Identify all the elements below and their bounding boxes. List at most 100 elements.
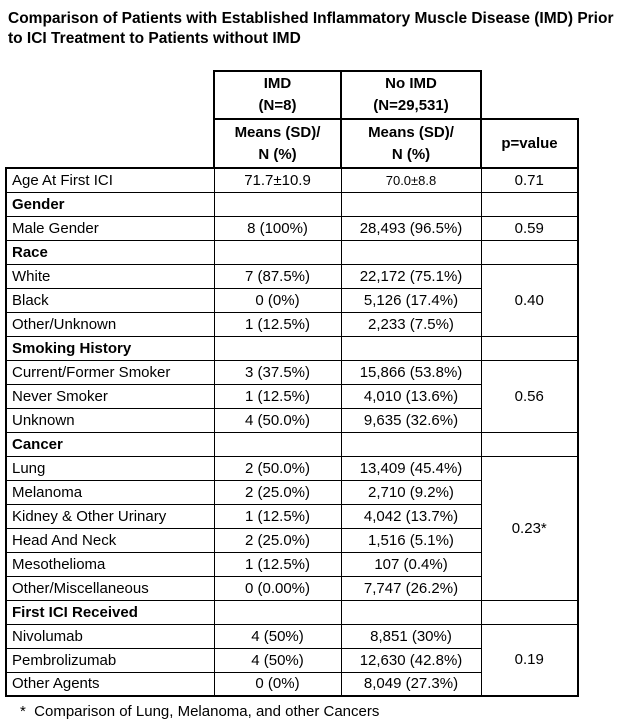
data-row: Male Gender 8 (100%) 28,493 (96.5%) 0.59: [5, 215, 579, 241]
noimd-value-cell: 13,409 (45.4%): [340, 455, 482, 481]
header-spacer-right: [481, 71, 578, 119]
row-label-cell: Age At First ICI: [5, 167, 215, 193]
imd-value-cell: [213, 335, 342, 361]
row-label-cell: Kidney & Other Urinary: [5, 503, 215, 529]
row-label-cell: Never Smoker: [5, 383, 215, 409]
imd-header-line1: IMD: [263, 75, 292, 92]
p-value-cell: [480, 191, 579, 217]
imd-value-cell: 0 (0%): [213, 671, 342, 697]
imd-value-cell: 0 (0%): [213, 287, 342, 313]
row-label-cell: Nivolumab: [5, 623, 215, 649]
row-label-cell: Other Agents: [5, 671, 215, 697]
table-footnote: * Comparison of Lung, Melanoma, and othe…: [20, 703, 380, 720]
noimd-header-line1: No IMD: [385, 75, 437, 92]
imd-value-cell: 2 (25.0%): [213, 527, 342, 553]
imd-stat-header: Means (SD)/ N (%): [213, 118, 342, 169]
noimd-stat-line2: N (%): [391, 145, 431, 163]
p-value-cell: [480, 599, 579, 625]
row-label-cell: Melanoma: [5, 479, 215, 505]
stat-header-spacer: [6, 119, 214, 168]
section-row: Cancer: [5, 431, 579, 457]
imd-value-cell: 0 (0.00%): [213, 575, 342, 601]
imd-stat-line2: N (%): [258, 145, 297, 163]
imd-value-cell: 8 (100%): [213, 215, 342, 241]
p-value-cell: 0.71: [480, 167, 579, 193]
header-spacer-left: [6, 71, 214, 119]
noimd-value-cell: 22,172 (75.1%): [340, 263, 482, 289]
data-row: Head And Neck 2 (25.0%) 1,516 (5.1%): [5, 527, 578, 553]
p-value-column-header: p=value: [480, 118, 579, 169]
imd-value-cell: [213, 191, 342, 217]
imd-value-cell: 1 (12.5%): [213, 551, 342, 577]
p-value-cell: 0.23*: [480, 455, 579, 601]
noimd-value-cell: 4,042 (13.7%): [340, 503, 482, 529]
section-row: Gender: [5, 191, 579, 217]
data-row: Other/Unknown 1 (12.5%) 2,233 (7.5%): [5, 311, 578, 337]
noimd-value-cell: [340, 335, 482, 361]
section-row: Smoking History: [5, 335, 579, 361]
imd-stat-line1: Means (SD)/: [234, 123, 321, 141]
noimd-value-cell: 8,851 (30%): [340, 623, 482, 649]
data-row: Lung 2 (50.0%) 13,409 (45.4%) 0.23*: [5, 455, 579, 601]
row-label-cell: Mesothelioma: [5, 551, 215, 577]
imd-value-cell: 7 (87.5%): [213, 263, 342, 289]
noimd-header-line2: (N=29,531): [373, 97, 449, 114]
imd-value-cell: 1 (12.5%): [213, 311, 342, 337]
row-label-cell: First ICI Received: [5, 599, 215, 625]
row-label-cell: Pembrolizumab: [5, 647, 215, 673]
noimd-value-cell: [340, 239, 482, 265]
imd-value-cell: 4 (50.0%): [213, 407, 342, 433]
noimd-value-cell: 5,126 (17.4%): [340, 287, 482, 313]
table-body: Age At First ICI 71.7±10.9 70.0±8.8 0.71 Gen…: [5, 167, 579, 697]
data-row: Current/Former Smoker 3 (37.5%) 15,866 (53…: [5, 359, 579, 433]
group-header-row: IMD (N=8) No IMD (N=29,531): [6, 70, 578, 120]
row-label-cell: Black: [5, 287, 215, 313]
imd-value-cell: 71.7±10.9: [213, 167, 342, 193]
data-row: Pembrolizumab 4 (50%) 12,630 (42.8%): [5, 647, 578, 673]
data-row: Melanoma 2 (25.0%) 2,710 (9.2%): [5, 479, 578, 505]
imd-value-cell: [213, 599, 342, 625]
data-row: Nivolumab 4 (50%) 8,851 (30%) 0.19: [5, 623, 579, 697]
stat-header-row: Means (SD)/ N (%) Means (SD)/ N (%) p=va…: [6, 118, 579, 169]
noimd-value-cell: 1,516 (5.1%): [340, 527, 482, 553]
imd-header-line2: (N=8): [258, 97, 297, 114]
imd-value-cell: 2 (25.0%): [213, 479, 342, 505]
data-row: Kidney & Other Urinary 1 (12.5%) 4,042 (13…: [5, 503, 578, 529]
noimd-stat-line1: Means (SD)/: [368, 123, 454, 141]
noimd-value-cell: [340, 599, 482, 625]
p-value-cell: 0.40: [480, 263, 579, 337]
noimd-value-cell: 2,710 (9.2%): [340, 479, 482, 505]
noimd-value-cell: 12,630 (42.8%): [340, 647, 482, 673]
row-label-cell: Gender: [5, 191, 215, 217]
noimd-value-cell: 70.0±8.8: [340, 167, 482, 193]
row-label-cell: Current/Former Smoker: [5, 359, 215, 385]
noimd-value-cell: 8,049 (27.3%): [340, 671, 482, 697]
noimd-value-cell: 2,233 (7.5%): [340, 311, 482, 337]
noimd-value-cell: 15,866 (53.8%): [340, 359, 482, 385]
imd-value-cell: 3 (37.5%): [213, 359, 342, 385]
noimd-value-cell: [340, 431, 482, 457]
p-value-cell: [480, 335, 579, 361]
imd-value-cell: 2 (50.0%): [213, 455, 342, 481]
comparison-table: IMD (N=8) No IMD (N=29,531) Means (SD)/ …: [5, 70, 579, 697]
data-row: Other/Miscellaneous 0 (0.00%) 7,747 (26.2%…: [5, 575, 578, 601]
imd-value-cell: 1 (12.5%): [213, 503, 342, 529]
noimd-stat-header: Means (SD)/ N (%): [340, 118, 482, 169]
row-label-cell: Race: [5, 239, 215, 265]
row-label-cell: Other/Miscellaneous: [5, 575, 215, 601]
row-label-cell: Smoking History: [5, 335, 215, 361]
p-value-cell: 0.19: [480, 623, 579, 697]
noimd-value-cell: 4,010 (13.6%): [340, 383, 482, 409]
p-value-cell: 0.59: [480, 215, 579, 241]
noimd-value-cell: 28,493 (96.5%): [340, 215, 482, 241]
row-label-cell: Other/Unknown: [5, 311, 215, 337]
row-label-cell: Cancer: [5, 431, 215, 457]
imd-value-cell: 4 (50%): [213, 623, 342, 649]
data-row: Other Agents 0 (0%) 8,049 (27.3%): [5, 671, 578, 697]
noimd-value-cell: 9,635 (32.6%): [340, 407, 482, 433]
noimd-value-cell: 7,747 (26.2%): [340, 575, 482, 601]
row-label-cell: Head And Neck: [5, 527, 215, 553]
row-label-cell: White: [5, 263, 215, 289]
imd-value-cell: [213, 239, 342, 265]
noimd-value-cell: [340, 191, 482, 217]
